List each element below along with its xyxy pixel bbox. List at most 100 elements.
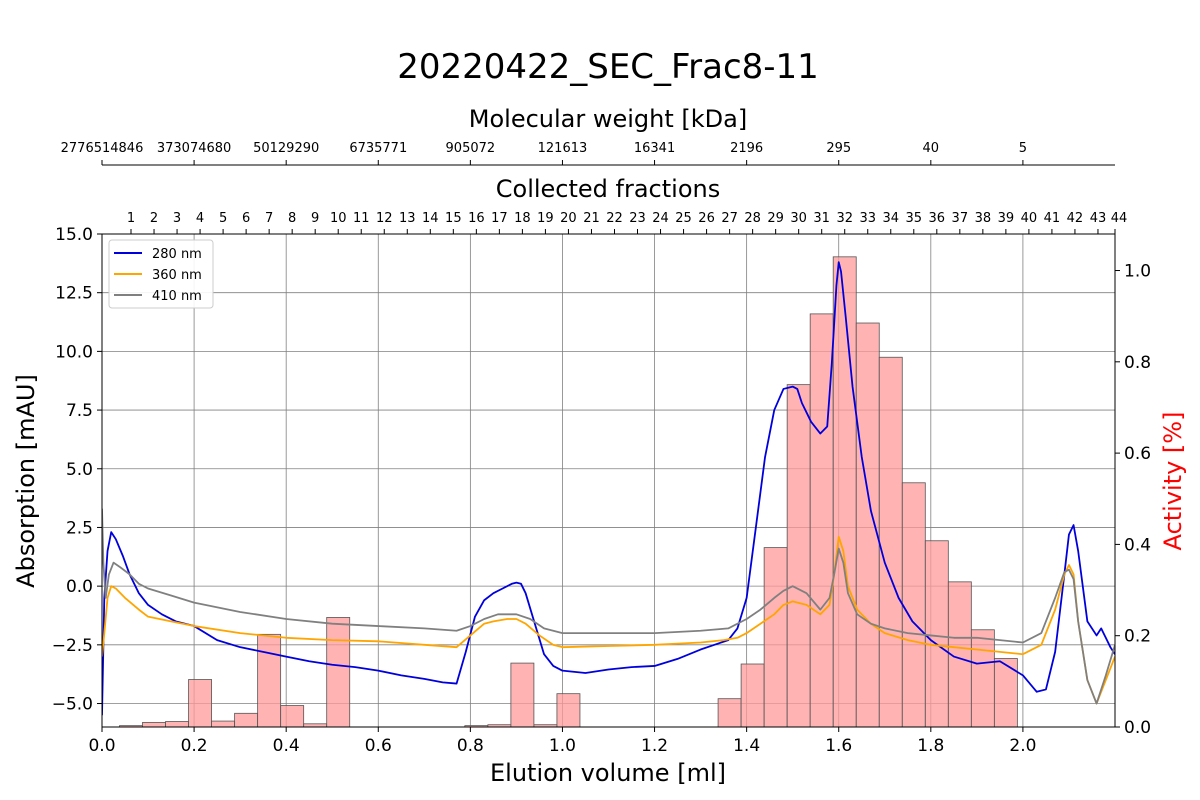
fraction-tick-label: 29 <box>767 211 784 226</box>
fraction-tick-label: 24 <box>652 211 669 226</box>
fraction-tick-label: 7 <box>265 211 273 226</box>
series-line <box>102 261 1115 716</box>
x-tick-label: 0.0 <box>88 736 115 756</box>
fraction-tick-label: 26 <box>698 211 715 226</box>
fraction-tick-label: 38 <box>975 211 992 226</box>
fraction-tick-label: 13 <box>399 211 416 226</box>
activity-bar <box>188 679 212 728</box>
y-tick-label: 2.5 <box>66 518 93 538</box>
fraction-tick-label: 21 <box>583 211 600 226</box>
fraction-tick-label: 36 <box>929 211 946 226</box>
x-tick-label: 1.6 <box>825 736 852 756</box>
activity-bar <box>142 722 166 728</box>
fraction-tick-label: 37 <box>952 211 969 226</box>
mw-tick-label: 2776514846 <box>61 141 144 156</box>
fraction-tick-label: 39 <box>998 211 1015 226</box>
fraction-tick-label: 44 <box>1111 211 1128 226</box>
activity-bar <box>993 658 1018 728</box>
activity-bar <box>740 663 765 728</box>
mw-tick-label: 373074680 <box>157 141 231 156</box>
fraction-tick-label: 12 <box>376 211 393 226</box>
y-tick-label: 10.0 <box>55 342 93 362</box>
fraction-tick-label: 20 <box>560 211 577 226</box>
activity-bar <box>211 720 236 728</box>
fraction-tick-label: 11 <box>353 211 370 226</box>
activity-bar <box>832 256 857 728</box>
mw-tick-label: 50129290 <box>253 141 319 156</box>
y2-tick-label: 0.2 <box>1124 627 1151 647</box>
fraction-tick-label: 1 <box>127 211 135 226</box>
fraction-tick-label: 43 <box>1090 211 1107 226</box>
fraction-tick-label: 19 <box>537 211 554 226</box>
legend: 280 nm 360 nm 410 nm <box>108 239 214 309</box>
x-tick-label: 0.8 <box>457 736 484 756</box>
legend-label: 360 nm <box>152 268 202 283</box>
fraction-tick-label: 25 <box>675 211 692 226</box>
activity-bar <box>786 384 811 728</box>
y-tick-label: 7.5 <box>66 401 93 421</box>
legend-box <box>108 239 214 309</box>
y2-tick-label: 1.0 <box>1124 262 1151 282</box>
y-tick-label: −2.5 <box>52 636 93 656</box>
x-tick-label: 1.2 <box>641 736 668 756</box>
activity-bar <box>326 617 351 728</box>
fraction-tick-label: 10 <box>330 211 347 226</box>
mw-tick-label: 2196 <box>730 141 763 156</box>
fraction-tick-label: 40 <box>1021 211 1038 226</box>
fraction-tick-label: 9 <box>311 211 319 226</box>
activity-bar <box>924 540 949 728</box>
activity-bar <box>901 482 926 728</box>
series-line <box>102 535 1115 705</box>
x-tick-label: 1.8 <box>917 736 944 756</box>
fraction-tick-label: 35 <box>906 211 923 226</box>
x-axis-label: Elution volume [ml] <box>490 759 726 787</box>
fraction-tick-label: 23 <box>629 211 646 226</box>
activity-bar <box>855 322 880 728</box>
x-tick-label: 0.2 <box>181 736 208 756</box>
y-tick-label: 5.0 <box>66 460 93 480</box>
activity-bar <box>717 698 742 728</box>
fraction-tick-label: 33 <box>859 211 876 226</box>
activity-bar <box>763 547 788 728</box>
y2-tick-label: 0.0 <box>1124 718 1151 738</box>
activity-bar <box>878 356 903 728</box>
mw-tick-label: 295 <box>826 141 851 156</box>
fraction-tick-label: 28 <box>744 211 761 226</box>
fraction-tick-label: 16 <box>468 211 485 226</box>
y-tick-label: 15.0 <box>55 225 93 245</box>
y2-axis-label: Activity [%] <box>1159 412 1187 551</box>
y-tick-label: 0.0 <box>66 577 93 597</box>
activity-bar <box>234 712 259 728</box>
fraction-tick-label: 32 <box>836 211 853 226</box>
fraction-tick-label: 15 <box>445 211 462 226</box>
fraction-tick-label: 14 <box>422 211 439 226</box>
fraction-tick-label: 18 <box>514 211 531 226</box>
mw-tick-label: 5 <box>1019 141 1027 156</box>
x-tick-label: 1.0 <box>549 736 576 756</box>
fraction-tick-label: 6 <box>242 211 250 226</box>
fraction-tick-label: 27 <box>721 211 738 226</box>
fraction-tick-label: 8 <box>288 211 296 226</box>
chart-title: 20220422_SEC_Frac8-11 <box>397 47 819 87</box>
fraction-tick-label: 22 <box>606 211 623 226</box>
legend-label: 410 nm <box>152 289 202 304</box>
x-tick-label: 0.4 <box>273 736 300 756</box>
mw-tick-label: 40 <box>923 141 940 156</box>
fraction-tick-label: 5 <box>219 211 227 226</box>
fraction-tick-label: 17 <box>491 211 508 226</box>
legend-label: 280 nm <box>152 247 202 262</box>
fraction-tick-label: 4 <box>196 211 204 226</box>
absorption-lines <box>102 261 1115 716</box>
y-tick-label: 12.5 <box>55 284 93 304</box>
fraction-tick-label: 41 <box>1044 211 1061 226</box>
fraction-tick-label: 31 <box>813 211 830 226</box>
fraction-tick-label: 42 <box>1067 211 1084 226</box>
x-tick-label: 1.4 <box>733 736 760 756</box>
y2-tick-label: 0.8 <box>1124 353 1151 373</box>
y2-tick-label: 0.4 <box>1124 535 1151 555</box>
activity-bar <box>257 633 282 728</box>
mw-tick-label: 905072 <box>446 141 496 156</box>
fraction-tick-label: 30 <box>790 211 807 226</box>
mw-tick-label: 16341 <box>634 141 675 156</box>
